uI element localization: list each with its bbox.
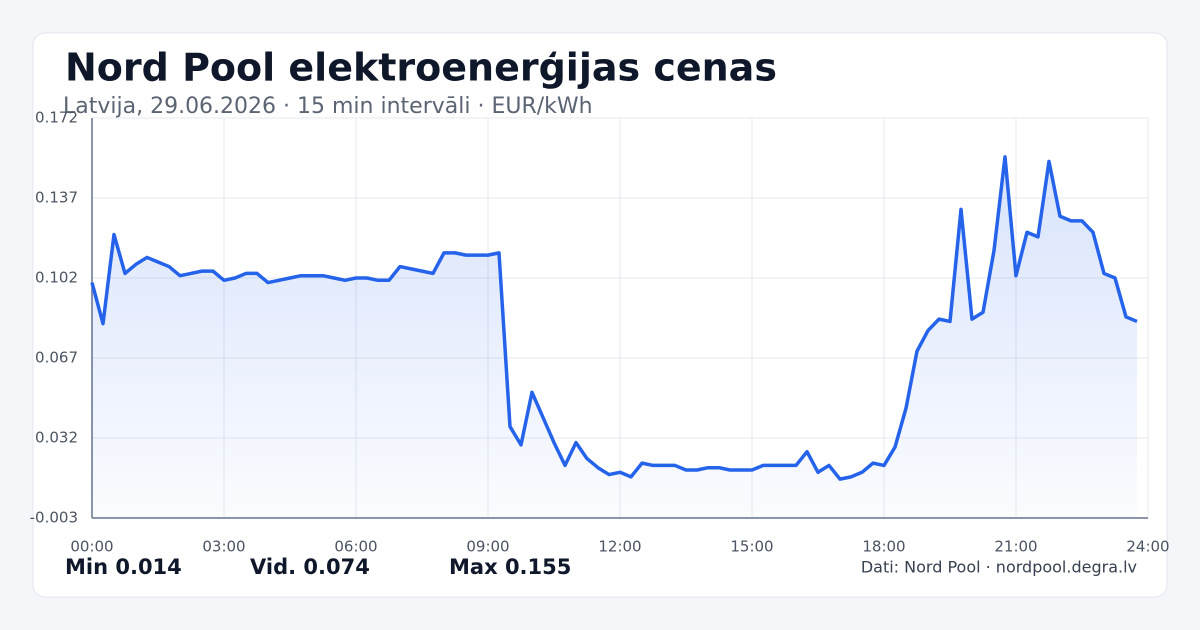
chart-title: Nord Pool elektroenerģijas cenas bbox=[65, 46, 777, 90]
stat: Vid. 0.074 bbox=[250, 555, 370, 579]
y-tick-label: 0.032 bbox=[35, 429, 78, 447]
x-tick-label: 21:00 bbox=[994, 538, 1037, 556]
stat-label: Vid. bbox=[250, 555, 296, 579]
y-tick-label: 0.067 bbox=[35, 349, 78, 367]
source: Dati: Nord Pool · nordpool.degra.lv bbox=[861, 558, 1137, 577]
area bbox=[92, 156, 1137, 518]
stat-value: 0.155 bbox=[505, 555, 571, 579]
stat: Min 0.014 bbox=[65, 555, 182, 579]
x-tick-label: 12:00 bbox=[598, 538, 641, 556]
x-tick-label: 00:00 bbox=[70, 538, 113, 556]
subtitle: Latvija, 29.06.2026 · 15 min intervāli ·… bbox=[63, 94, 593, 119]
y-tick-label: 0.137 bbox=[35, 189, 78, 207]
x-tick-label: 06:00 bbox=[334, 538, 377, 556]
y-tick-label: -0.003 bbox=[30, 509, 78, 527]
line bbox=[90, 155, 1138, 481]
stat-value: 0.014 bbox=[115, 555, 181, 579]
x-tick-label: 24:00 bbox=[1126, 538, 1169, 556]
x-tick-label: 18:00 bbox=[862, 538, 905, 556]
y-tick-label: 0.172 bbox=[35, 109, 78, 127]
stat-label: Min bbox=[65, 555, 108, 579]
stat: Max 0.155 bbox=[449, 555, 571, 579]
x-tick-label: 09:00 bbox=[466, 538, 509, 556]
x-tick-label: 03:00 bbox=[202, 538, 245, 556]
x-tick-label: 15:00 bbox=[730, 538, 773, 556]
y-tick-label: 0.102 bbox=[35, 269, 78, 287]
stat-value: 0.074 bbox=[303, 555, 369, 579]
stat-label: Max bbox=[449, 555, 498, 579]
